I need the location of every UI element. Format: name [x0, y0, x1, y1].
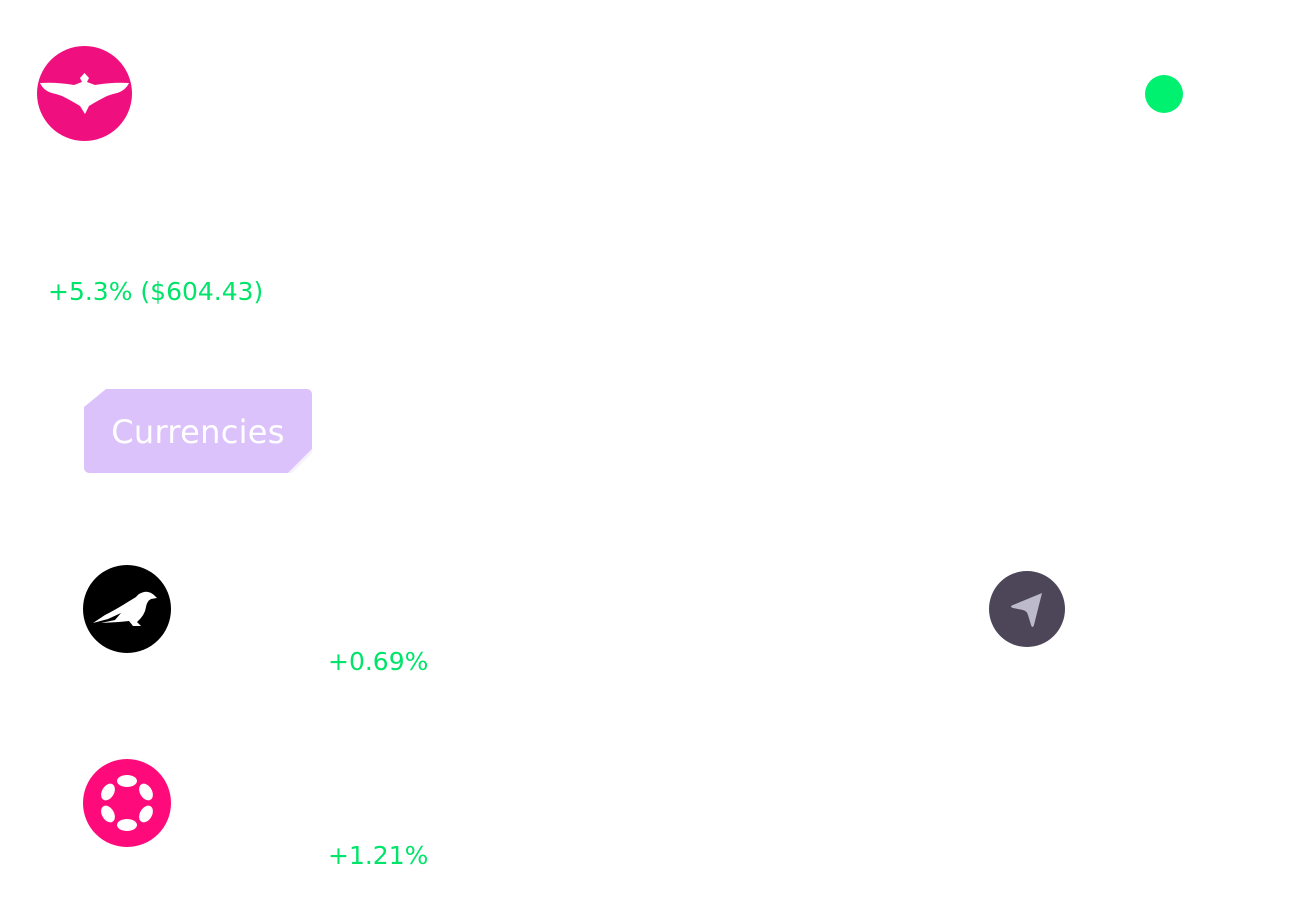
asset-change-polkadot: +1.21%	[328, 841, 429, 870]
tab-currencies[interactable]: Currencies	[84, 389, 312, 474]
asset-change-kusama: +0.69%	[328, 647, 429, 676]
status-online-icon	[1145, 75, 1183, 113]
tab-currencies-background	[84, 389, 312, 473]
send-button[interactable]	[989, 571, 1065, 647]
send-arrow-icon	[1011, 593, 1042, 627]
polkadot-icon[interactable]	[83, 759, 171, 847]
portfolio-change-text: +5.3% ($604.43)	[48, 277, 264, 306]
portfolio-change: +5.3% ($604.43)	[48, 273, 263, 311]
kusama-bird-icon	[93, 591, 157, 626]
eagle-logo-icon	[40, 73, 129, 114]
app-logo	[37, 46, 132, 141]
kusama-icon[interactable]	[83, 565, 171, 653]
tab-currencies-label: Currencies	[111, 412, 285, 451]
polkadot-dots-icon	[101, 775, 153, 831]
